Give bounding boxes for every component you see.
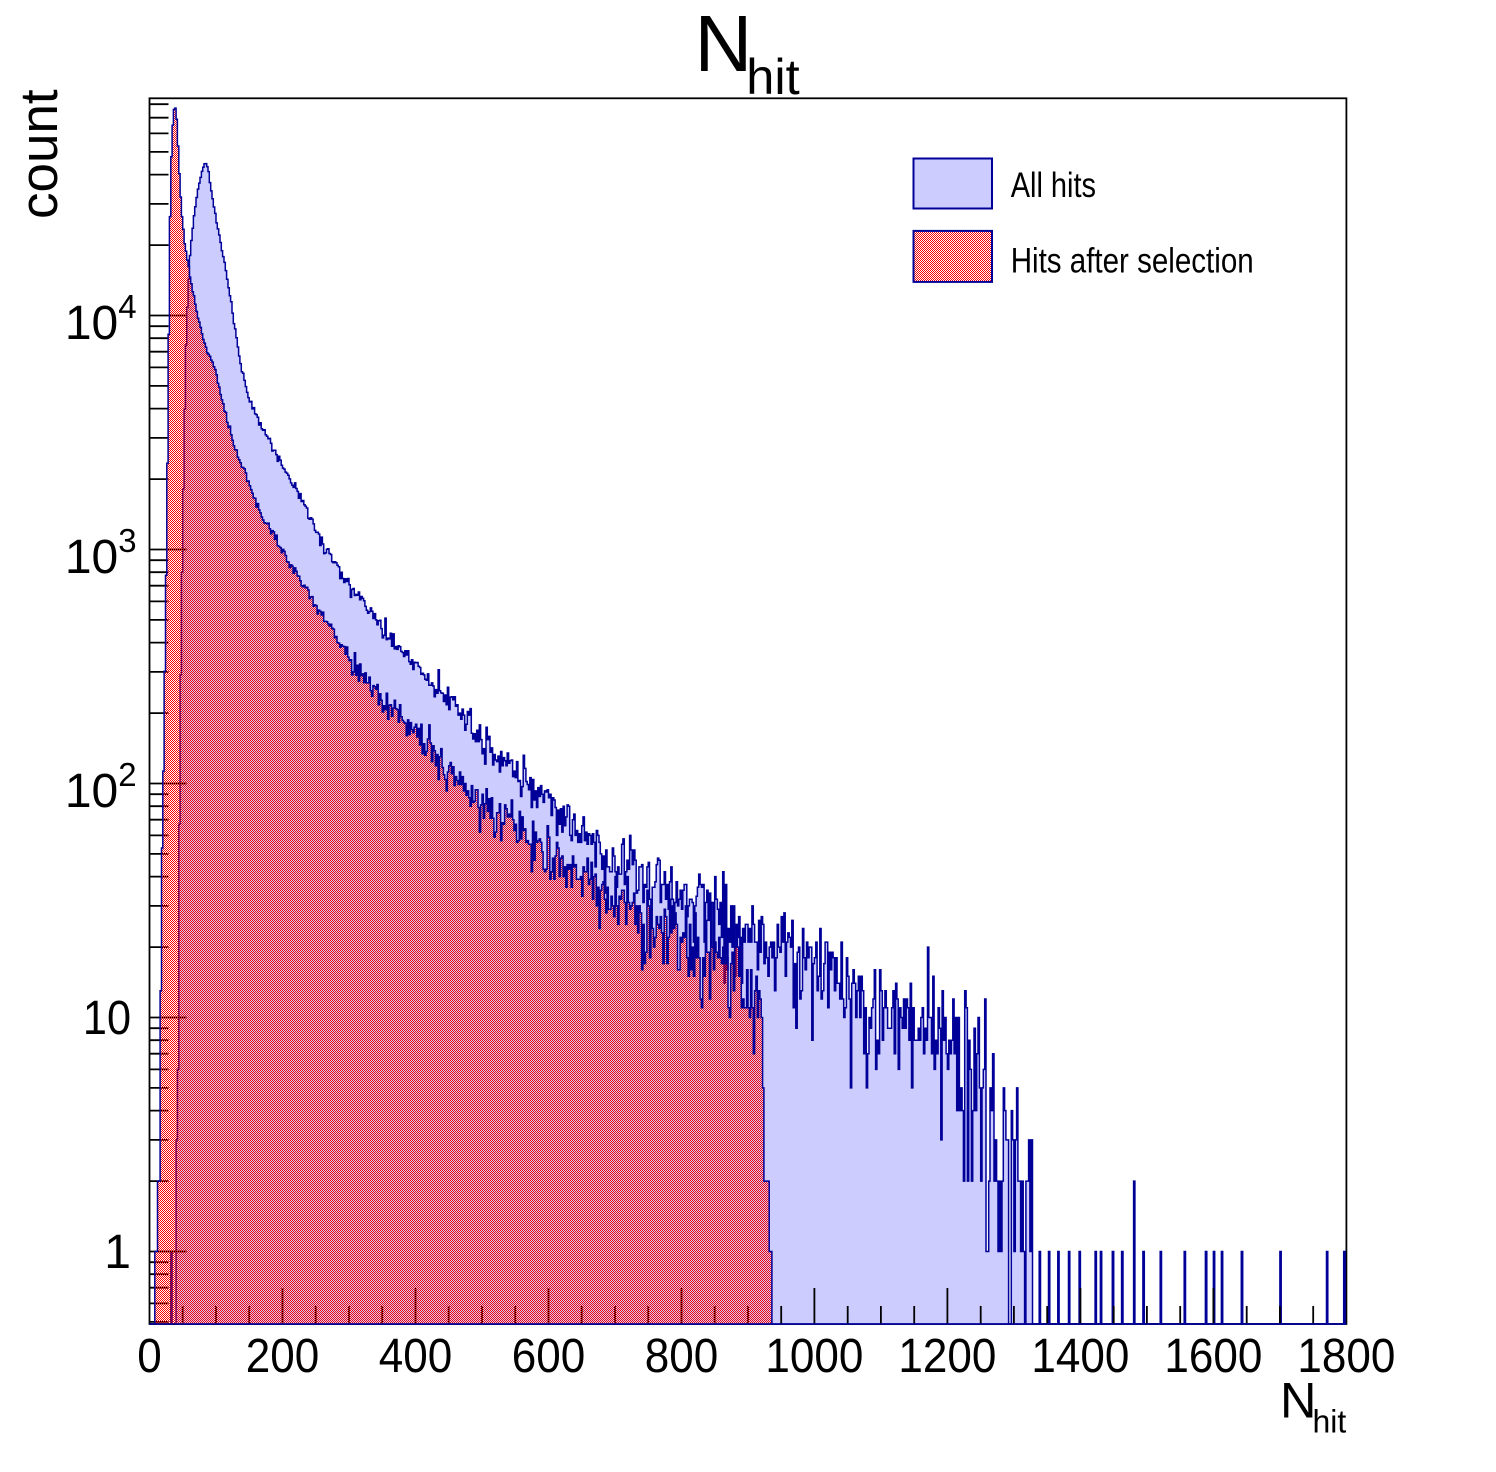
svg-text:count: count [10, 89, 69, 219]
svg-text:0: 0 [137, 1329, 162, 1383]
svg-text:10: 10 [83, 992, 131, 1045]
svg-text:800: 800 [645, 1329, 719, 1383]
svg-text:Hits after selection: Hits after selection [1011, 242, 1254, 281]
svg-text:1200: 1200 [898, 1329, 996, 1383]
svg-text:1800: 1800 [1297, 1329, 1395, 1383]
svg-text:All hits: All hits [1011, 166, 1096, 205]
svg-text:200: 200 [246, 1329, 320, 1383]
svg-text:1: 1 [104, 1226, 131, 1279]
svg-text:400: 400 [379, 1329, 453, 1383]
svg-text:1400: 1400 [1031, 1329, 1129, 1383]
svg-text:1000: 1000 [765, 1329, 863, 1383]
svg-text:1600: 1600 [1164, 1329, 1262, 1383]
svg-text:600: 600 [512, 1329, 586, 1383]
